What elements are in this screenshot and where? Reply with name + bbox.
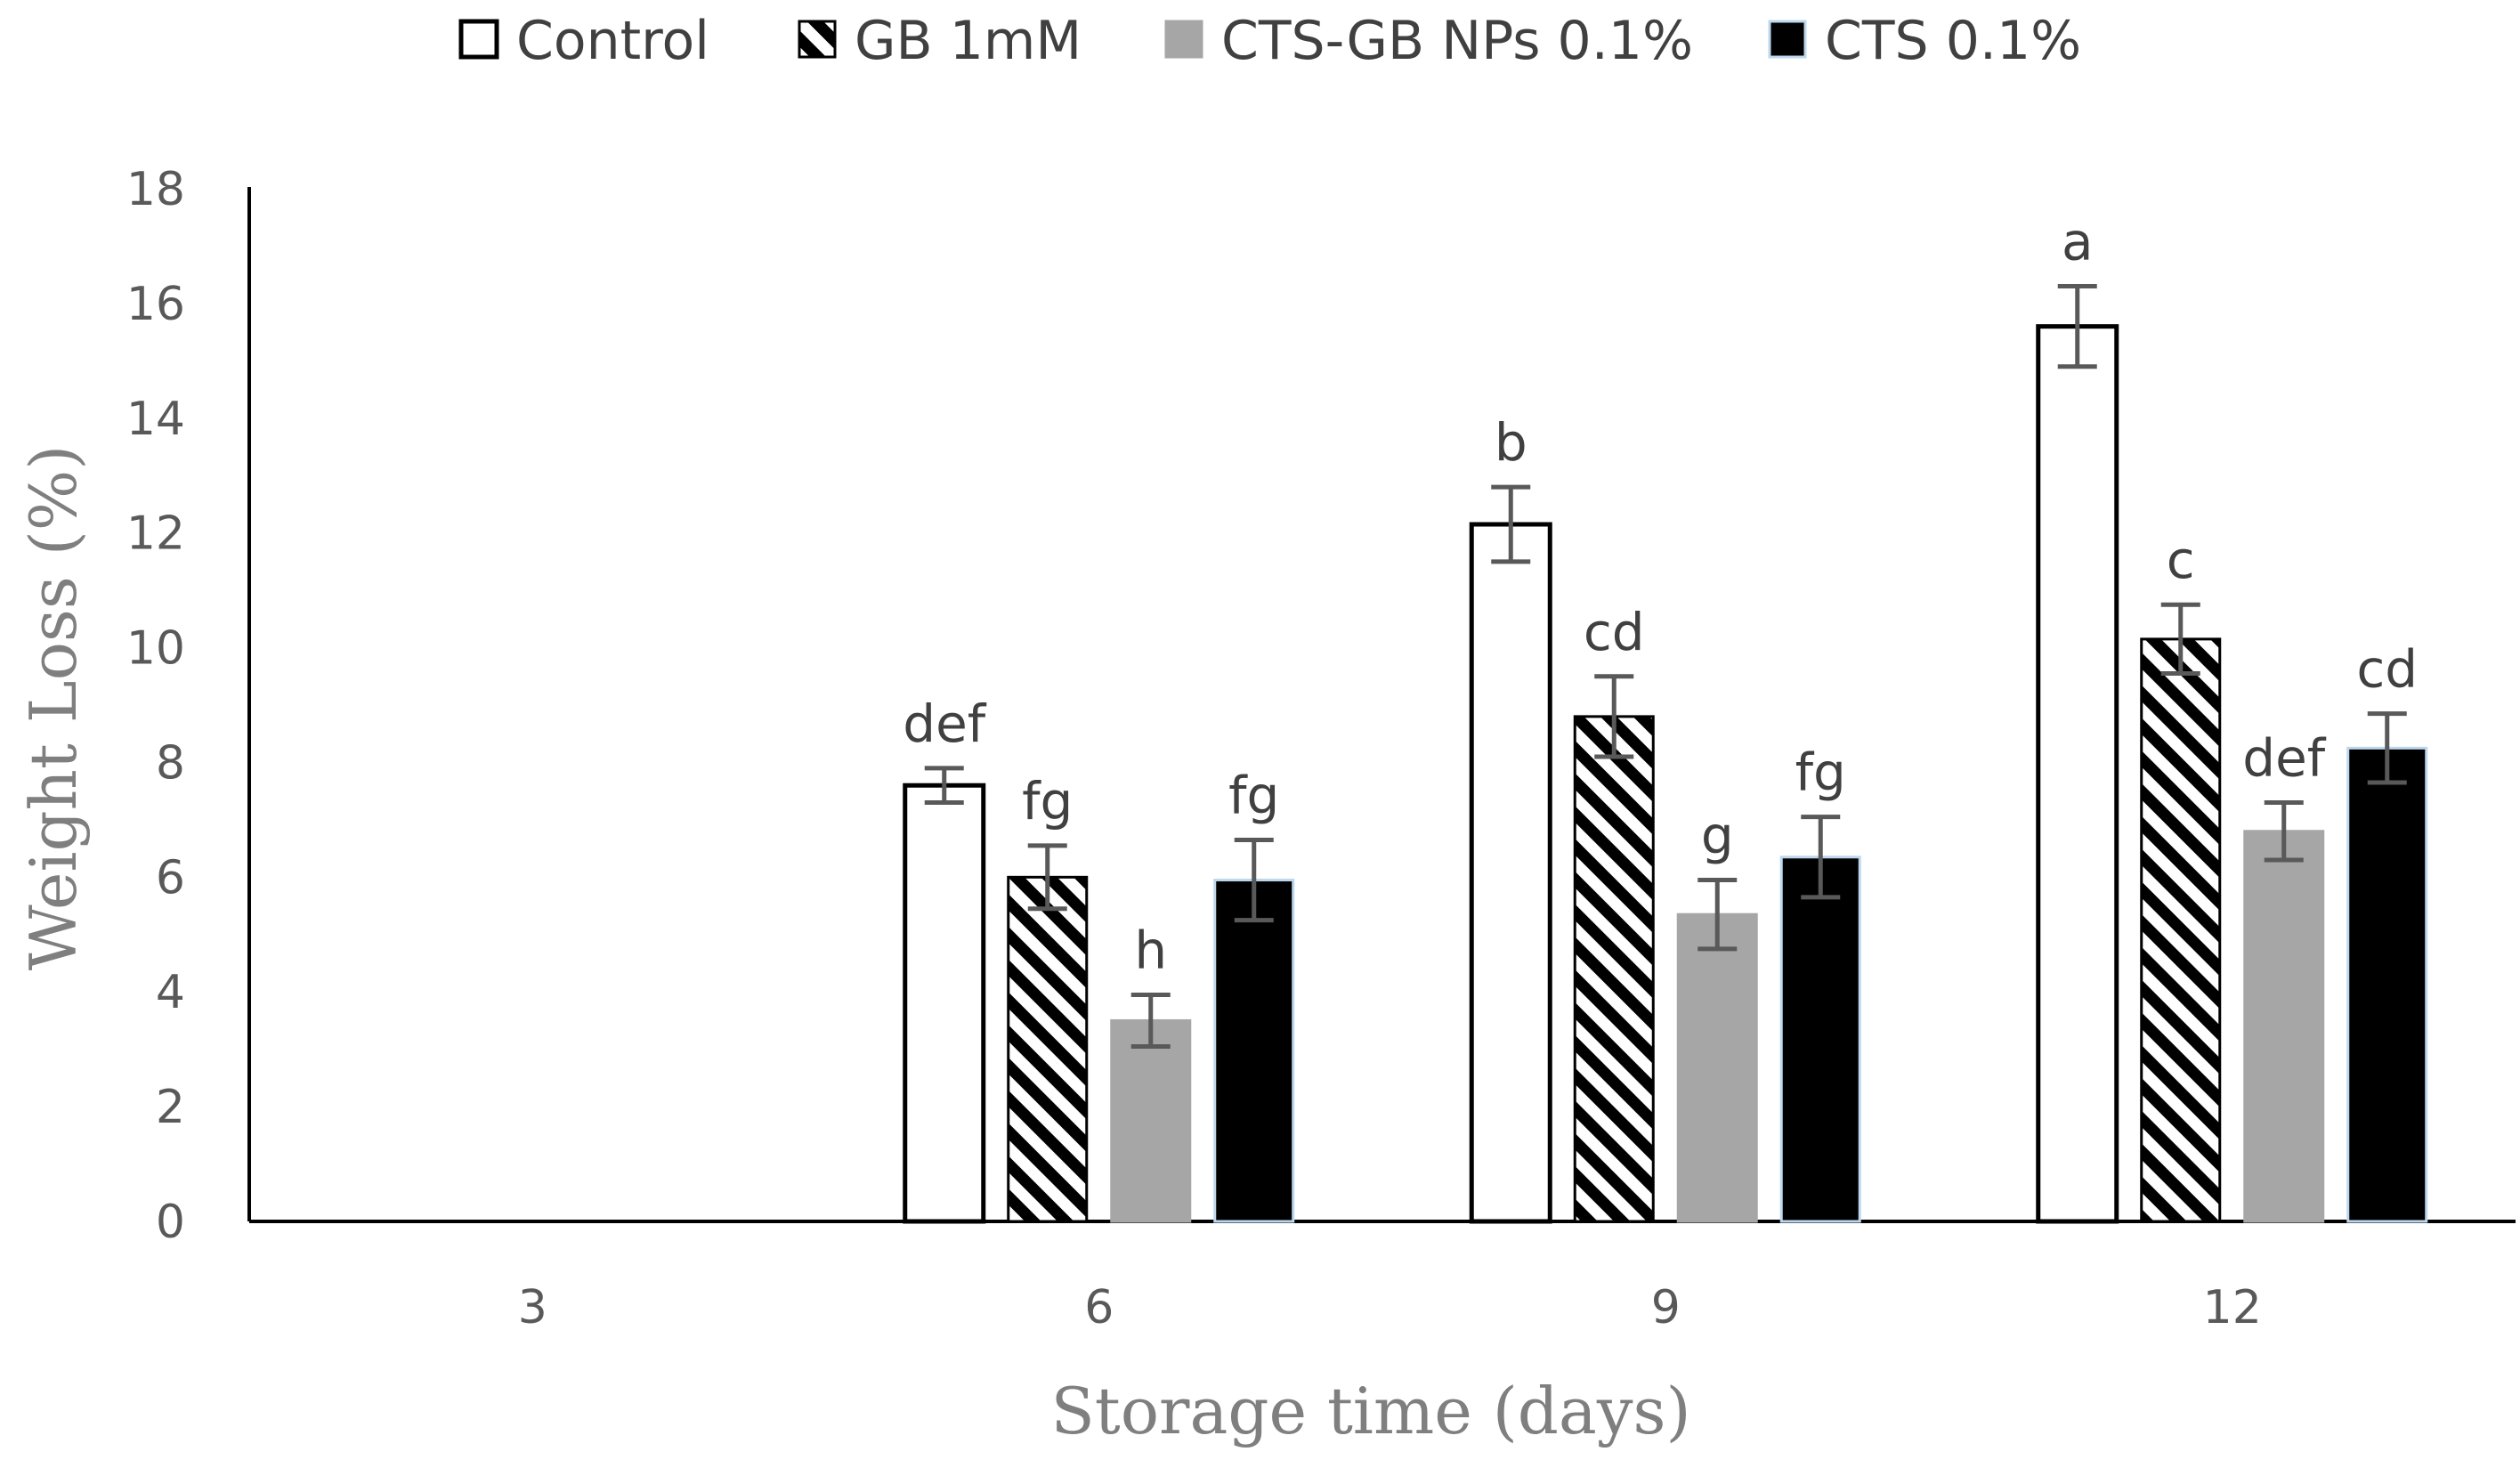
bar-control-day-6 — [903, 783, 986, 1224]
bar-cts-gb-nps-0-1-day-12 — [2243, 830, 2325, 1223]
significance-label-cts-gb-nps-0-1-day-12: def — [2242, 728, 2327, 789]
legend-swatch-gb-1mm — [798, 20, 837, 59]
significance-label-cts-0-1-day-9: fg — [1795, 742, 1846, 803]
legend-item-control: Control — [458, 10, 709, 72]
x-tick-label-6: 6 — [1084, 1281, 1114, 1334]
x-tick-label-3: 3 — [518, 1281, 547, 1334]
significance-label-gb-1mm-day-6: fg — [1022, 771, 1073, 831]
y-tick-label-14: 14 — [126, 393, 185, 446]
error-bar-control-day-6 — [924, 766, 964, 806]
x-axis-title: Storage time (days) — [1050, 1374, 1690, 1448]
y-tick-label-18: 18 — [126, 163, 185, 216]
bar-control-day-9 — [1469, 522, 1552, 1224]
significance-label-control-day-6: def — [903, 693, 987, 754]
legend-swatch-cts-gb-nps-0-1 — [1164, 20, 1203, 59]
error-bar-cts-gb-nps-0-1-day-6 — [1130, 992, 1171, 1049]
error-bar-cts-0-1-day-9 — [1801, 815, 1841, 900]
bar-cts-gb-nps-0-1-day-9 — [1676, 912, 1758, 1223]
legend: Control GB 1mM CTS-GB NPs 0.1% CTS 0.1% — [458, 10, 2081, 72]
error-bar-control-day-9 — [1491, 484, 1531, 564]
y-tick-label-8: 8 — [156, 736, 185, 790]
y-tick-label-0: 0 — [156, 1196, 185, 1249]
bar-control-day-12 — [2036, 324, 2119, 1224]
legend-item-cts-0-1: CTS 0.1% — [1768, 10, 2081, 72]
legend-label-cts-gb-nps-0-1: CTS-GB NPs 0.1% — [1221, 10, 1693, 72]
y-tick-label-16: 16 — [126, 278, 185, 331]
error-bar-gb-1mm-day-12 — [2160, 602, 2200, 677]
y-tick-label-2: 2 — [156, 1081, 185, 1134]
bar-gb-1mm-day-6 — [1007, 875, 1089, 1223]
bar-gb-1mm-day-9 — [1573, 715, 1655, 1223]
y-tick-label-4: 4 — [156, 966, 185, 1019]
error-bar-cts-gb-nps-0-1-day-9 — [1698, 878, 1738, 952]
significance-label-cts-0-1-day-6: fg — [1228, 765, 1279, 825]
significance-label-gb-1mm-day-9: cd — [1584, 602, 1645, 662]
y-axis: 0 2 4 6 8 10 12 14 16 18 — [126, 163, 251, 1249]
legend-label-cts-0-1: CTS 0.1% — [1825, 10, 2081, 72]
y-tick-label-6: 6 — [156, 851, 185, 904]
error-bar-cts-gb-nps-0-1-day-12 — [2264, 800, 2304, 863]
error-bar-cts-0-1-day-6 — [1234, 837, 1274, 923]
bar-cts-gb-nps-0-1-day-6 — [1110, 1018, 1192, 1223]
error-bar-gb-1mm-day-9 — [1594, 674, 1634, 759]
x-tick-label-9: 9 — [1651, 1281, 1681, 1334]
legend-swatch-control — [458, 19, 499, 60]
bar-gb-1mm-day-12 — [2140, 637, 2222, 1223]
bar-cts-0-1-day-12 — [2346, 746, 2428, 1223]
significance-label-control-day-12: a — [2062, 212, 2094, 272]
significance-label-control-day-9: b — [1495, 412, 1527, 473]
legend-label-control: Control — [516, 10, 709, 72]
error-bar-control-day-12 — [2057, 284, 2097, 369]
error-bars — [924, 284, 2407, 1049]
legend-swatch-cts-0-1 — [1768, 20, 1807, 59]
bar-cts-0-1-day-6 — [1213, 879, 1295, 1223]
significance-label-cts-0-1-day-12: cd — [2356, 639, 2418, 700]
bar-cts-0-1-day-9 — [1779, 856, 1861, 1223]
legend-label-gb-1mm: GB 1mM — [855, 10, 1082, 72]
error-bar-gb-1mm-day-6 — [1027, 843, 1067, 912]
y-tick-label-10: 10 — [126, 622, 185, 676]
y-tick-label-12: 12 — [126, 507, 185, 561]
significance-label-gb-1mm-day-12: c — [2167, 530, 2195, 590]
bars — [365, 324, 2428, 1224]
legend-item-cts-gb-nps-0-1: CTS-GB NPs 0.1% — [1164, 10, 1693, 72]
legend-item-gb-1mm: GB 1mM — [798, 10, 1082, 72]
y-axis-title: Weight Loss (%) — [16, 445, 91, 971]
significance-label-cts-gb-nps-0-1-day-6: h — [1134, 920, 1167, 980]
significance-label-cts-gb-nps-0-1-day-9: g — [1701, 806, 1734, 866]
x-tick-label-12: 12 — [2203, 1281, 2262, 1334]
error-bar-cts-0-1-day-12 — [2367, 711, 2407, 785]
x-axis: 3 6 9 12 — [249, 1220, 2516, 1334]
